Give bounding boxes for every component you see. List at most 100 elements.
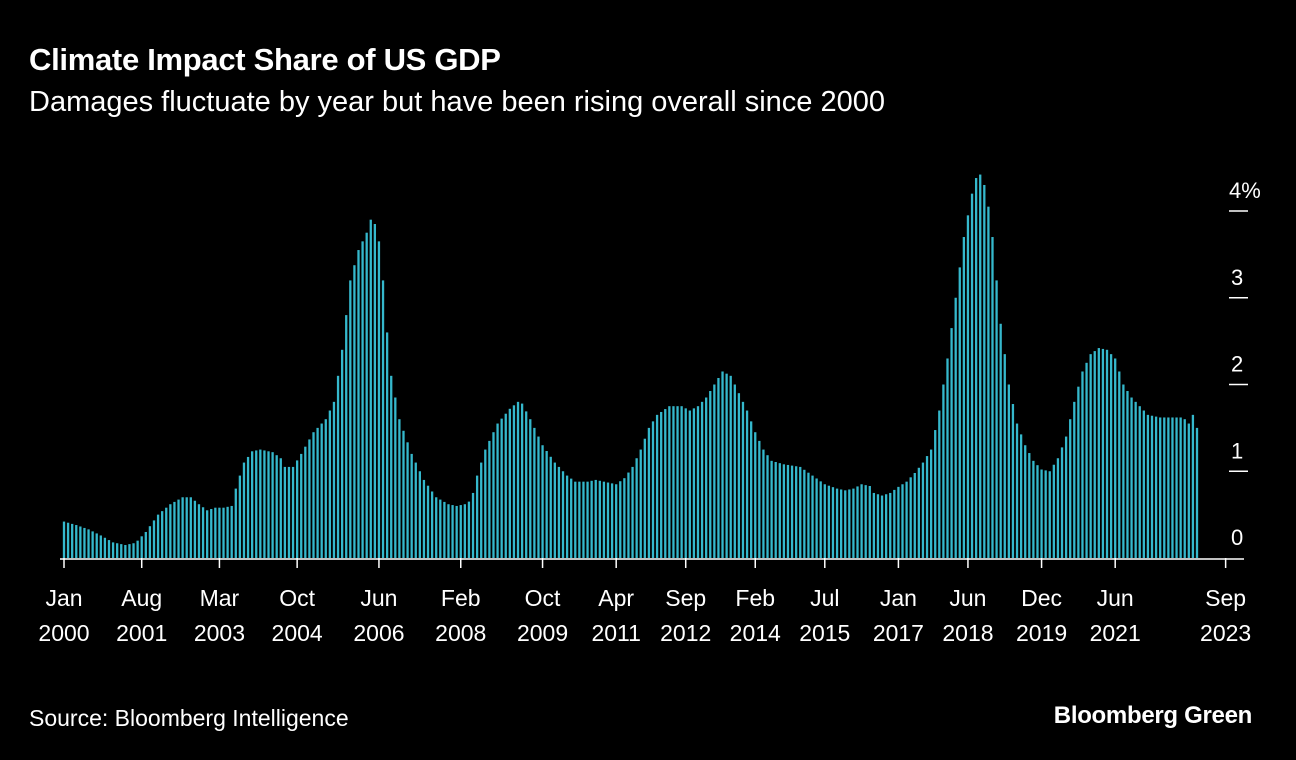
bar (680, 406, 683, 558)
bar (369, 219, 372, 558)
bar (1093, 351, 1096, 558)
bar (161, 511, 164, 558)
bar (1134, 401, 1137, 558)
bar (795, 466, 798, 558)
bar (999, 323, 1002, 558)
bar (1081, 371, 1084, 558)
bar (852, 488, 855, 558)
x-tick-label-month: Jun (1097, 585, 1134, 611)
x-tick-label-month: Feb (441, 585, 481, 611)
bar (173, 501, 176, 558)
bar (128, 544, 131, 558)
brand-logo: Bloomberg Green (1053, 702, 1253, 729)
bar (83, 527, 86, 558)
bar (713, 384, 716, 558)
bar (639, 449, 642, 558)
bar (271, 452, 274, 558)
bar (291, 466, 295, 558)
bar (1114, 358, 1117, 558)
bar (991, 237, 994, 558)
bar (475, 475, 479, 558)
bar (210, 508, 213, 558)
x-tick-label-month: Dec (1021, 585, 1062, 611)
bar (565, 475, 569, 558)
y-tick-label: 1 (1231, 438, 1243, 463)
bar (856, 486, 859, 558)
bar (799, 466, 802, 558)
bar (279, 458, 282, 558)
bar (435, 497, 438, 558)
x-tick-label-month: Sep (665, 585, 706, 611)
bar (226, 506, 229, 558)
bar (974, 178, 978, 559)
bar (655, 414, 659, 558)
bar (705, 397, 708, 558)
bar (263, 450, 266, 558)
bar (889, 492, 892, 558)
bar (831, 487, 835, 558)
bar (729, 375, 732, 558)
bar (574, 481, 577, 558)
bar (316, 427, 319, 559)
bar (1179, 417, 1182, 558)
bar (737, 393, 741, 558)
bar (995, 280, 998, 558)
x-tick-label-year: 2011 (591, 620, 640, 646)
x-tick-label-year: 2009 (517, 620, 568, 646)
bar (1175, 417, 1178, 558)
bar (103, 537, 107, 558)
bar (1069, 419, 1072, 558)
bar (672, 406, 675, 558)
bar (234, 488, 237, 558)
bar (790, 465, 794, 558)
bar (1032, 460, 1035, 558)
bar (1159, 417, 1162, 558)
x-tick-label-year: 2008 (435, 620, 486, 646)
bar (295, 460, 299, 558)
bar (361, 241, 364, 559)
bar (451, 505, 454, 558)
bar (901, 484, 904, 558)
bar (357, 250, 360, 559)
bar (471, 492, 475, 558)
chart-title: Climate Impact Share of US GDP (29, 42, 501, 77)
bar (1183, 419, 1186, 558)
bar (623, 478, 626, 558)
bar (979, 174, 982, 558)
bar (1003, 354, 1006, 558)
bar (304, 446, 307, 558)
bar (844, 490, 847, 558)
bar (62, 521, 66, 558)
bar (1167, 417, 1170, 558)
x-tick-label-month: Jan (45, 585, 82, 611)
bar (500, 418, 503, 558)
bar (111, 542, 115, 558)
bar (741, 401, 745, 558)
bar (868, 486, 871, 558)
x-tick-label-year: 2000 (38, 620, 89, 646)
x-tick-label-month: Feb (735, 585, 775, 611)
bar (709, 391, 712, 558)
bar (177, 499, 180, 558)
bar (197, 504, 201, 558)
bar (467, 501, 471, 558)
bar (124, 544, 127, 558)
bar (872, 492, 876, 558)
x-tick-label-month: Jun (360, 585, 397, 611)
bar (848, 489, 851, 558)
bar (218, 507, 221, 558)
bar (185, 497, 188, 558)
bar (876, 494, 880, 558)
bar (508, 408, 511, 558)
bar (504, 413, 507, 558)
bar (156, 514, 160, 559)
bar (402, 430, 405, 558)
bar (136, 540, 139, 558)
bar (332, 401, 336, 558)
bar (766, 455, 769, 558)
bar (758, 440, 761, 558)
bar (340, 349, 344, 558)
bar (120, 544, 123, 558)
bar (684, 408, 687, 558)
x-tick-label-year: 2015 (799, 620, 850, 646)
